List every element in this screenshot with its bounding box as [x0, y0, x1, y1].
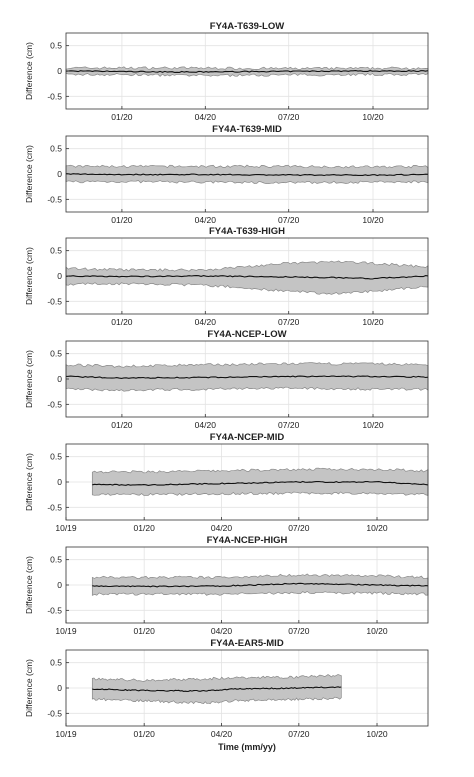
panel-6: -0.5 0 0.5 10/19 01/20 04/20 07/20 10/20 FY4A-NC…: [24, 535, 429, 636]
mean-line: [92, 686, 342, 692]
y-tick-label: 0.5: [50, 555, 62, 565]
y-tick-label: 0: [57, 271, 62, 281]
y-axis-label: Difference (cm): [24, 659, 34, 717]
y-axis-label: Difference (cm): [24, 453, 34, 511]
y-tick-label: 0.5: [50, 349, 62, 359]
x-tick-label: 10/19: [55, 729, 77, 739]
y-tick-label: -0.5: [47, 502, 62, 512]
y-tick-label: -0.5: [47, 91, 62, 101]
x-tick-label: 10/20: [362, 215, 384, 225]
mean-line: [92, 582, 429, 588]
x-tick-label: 07/20: [278, 420, 300, 430]
y-axis-label: Difference (cm): [24, 145, 34, 203]
y-tick-label: 0.5: [50, 144, 62, 154]
y-tick-label: 0: [57, 683, 62, 693]
x-tick-label: 07/20: [278, 112, 300, 122]
y-tick-label: -0.5: [47, 194, 62, 204]
x-tick-label: 10/19: [55, 626, 77, 636]
y-tick-label: 0: [57, 477, 62, 487]
panel-title: FY4A-NCEP-HIGH: [207, 535, 288, 546]
y-axis-label: Difference (cm): [24, 350, 34, 408]
panel-title: FY4A-NCEP-MID: [210, 432, 285, 443]
x-tick-label: 07/20: [278, 317, 300, 327]
x-tick-label: 04/20: [211, 729, 233, 739]
y-tick-label: 0: [57, 169, 62, 179]
panel-7: -0.5 0 0.5 10/19 01/20 04/20 07/20 10/20 FY4A-EA…: [24, 638, 429, 752]
x-tick-label: 10/20: [366, 729, 388, 739]
y-axis-label: Difference (cm): [24, 42, 34, 100]
x-tick-label: 01/20: [134, 523, 156, 533]
y-tick-label: 0: [57, 66, 62, 76]
panel-title: FY4A-NCEP-LOW: [207, 329, 286, 340]
x-tick-label: 01/20: [111, 112, 133, 122]
x-tick-label: 10/20: [362, 420, 384, 430]
x-tick-label: 10/20: [362, 112, 384, 122]
y-tick-label: -0.5: [47, 399, 62, 409]
panel-2: -0.5 0 0.5 01/20 04/20 07/20 10/20 FY4A-T639-MI…: [24, 124, 429, 225]
x-tick-label: 01/20: [134, 729, 156, 739]
mean-line: [65, 375, 429, 379]
panel-title: FY4A-T639-MID: [212, 124, 282, 135]
x-tick-label: 04/20: [195, 420, 217, 430]
x-tick-label: 10/20: [366, 523, 388, 533]
x-tick-label: 07/20: [288, 729, 310, 739]
y-axis-label: Difference (cm): [24, 556, 34, 614]
x-tick-label: 10/20: [362, 317, 384, 327]
panel-title: FY4A-T639-HIGH: [209, 226, 285, 237]
x-tick-label: 01/20: [111, 317, 133, 327]
x-tick-label: 04/20: [195, 317, 217, 327]
x-tick-label: 04/20: [211, 523, 233, 533]
panel-title: FY4A-T639-LOW: [210, 21, 284, 32]
mean-line: [65, 275, 429, 280]
y-tick-label: 0.5: [50, 658, 62, 668]
x-tick-label: 04/20: [195, 215, 217, 225]
x-tick-label: 07/20: [288, 523, 310, 533]
x-tick-label: 10/19: [55, 523, 77, 533]
y-tick-label: 0.5: [50, 41, 62, 51]
y-tick-label: -0.5: [47, 708, 62, 718]
panel-4: -0.5 0 0.5 01/20 04/20 07/20 10/20 FY4A-NCEP-LO…: [24, 329, 429, 430]
x-tick-label: 07/20: [278, 215, 300, 225]
y-tick-label: 0.5: [50, 246, 62, 256]
x-tick-label: 04/20: [211, 626, 233, 636]
x-tick-label: 01/20: [111, 215, 133, 225]
y-tick-label: -0.5: [47, 296, 62, 306]
y-tick-label: 0: [57, 580, 62, 590]
x-axis-label: Time (mm/yy): [218, 742, 276, 752]
y-tick-label: 0.5: [50, 452, 62, 462]
x-tick-label: 04/20: [195, 112, 217, 122]
panel-3: -0.5 0 0.5 01/20 04/20 07/20 10/20 FY4A-T639-HI…: [24, 226, 429, 327]
mean-line: [65, 70, 429, 73]
x-tick-label: 01/20: [134, 626, 156, 636]
x-tick-label: 01/20: [111, 420, 133, 430]
std-band: [91, 674, 342, 705]
mean-line: [92, 480, 429, 486]
y-axis-label: Difference (cm): [24, 247, 34, 305]
y-tick-label: 0: [57, 374, 62, 384]
y-tick-label: -0.5: [47, 605, 62, 615]
panel-5: -0.5 0 0.5 10/19 01/20 04/20 07/20 10/20 FY4A-NC…: [24, 432, 429, 533]
x-tick-label: 07/20: [288, 626, 310, 636]
panel-1: -0.5 0 0.5 01/20 04/20 07/20 10/20 FY4A-T639-LO…: [24, 21, 429, 122]
panel-title: FY4A-EAR5-MID: [210, 638, 284, 649]
mean-line: [65, 173, 429, 177]
x-tick-label: 10/20: [366, 626, 388, 636]
